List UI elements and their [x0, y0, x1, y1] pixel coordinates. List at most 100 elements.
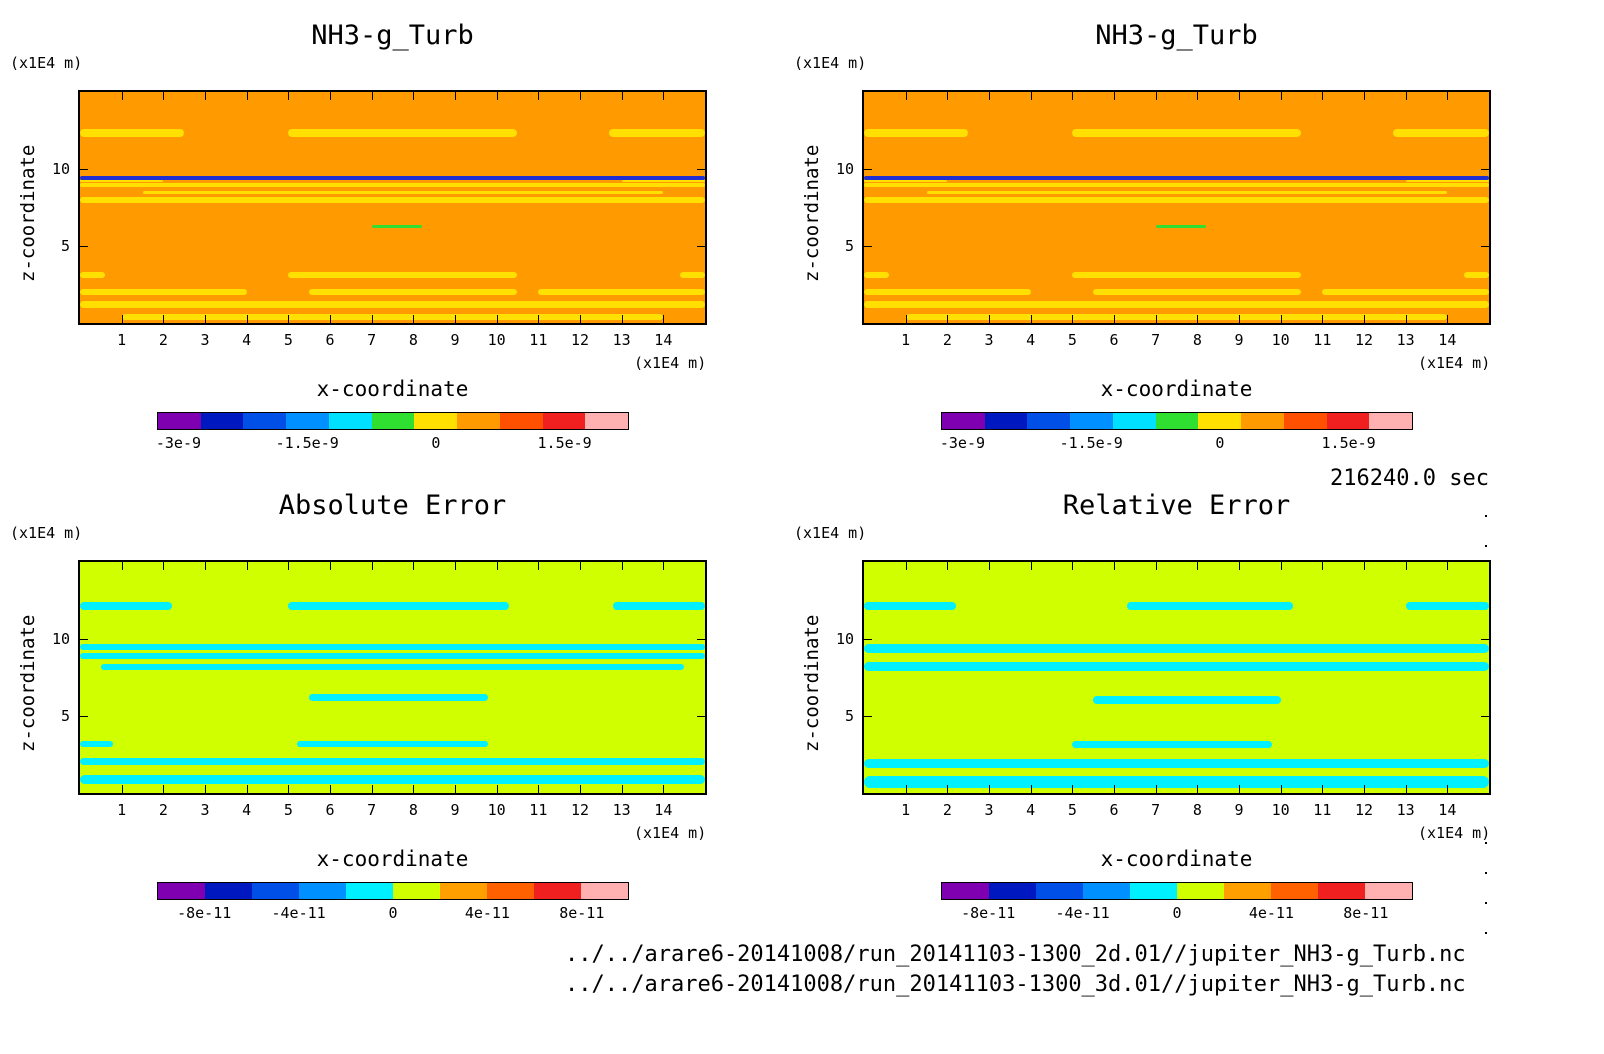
x-tick-mark: [1322, 92, 1324, 100]
x-tick-label: 8: [408, 331, 418, 349]
y-axis-label: z-coordinate: [801, 614, 823, 752]
colorbar-segment: [499, 413, 543, 429]
x-tick-mark: [1197, 315, 1199, 323]
colorbar-segment: [1027, 413, 1071, 429]
colorbar-segment: [1036, 883, 1083, 899]
x-tick-mark: [1364, 315, 1365, 323]
x-tick-label: 1: [901, 331, 911, 349]
x-tick-label: 8: [1192, 801, 1202, 819]
y-tick-mark: [1481, 169, 1489, 170]
y-axis-label: z-coordinate: [801, 144, 823, 282]
x-tick-mark: [905, 785, 907, 793]
x-tick-mark: [663, 315, 665, 323]
x-tick-label: 4: [242, 331, 252, 349]
x-tick-label: 13: [1396, 331, 1415, 349]
x-tick-mark: [205, 92, 206, 100]
x-tick-mark: [580, 562, 581, 570]
x-tick-mark: [288, 92, 290, 100]
y-tick-label: 5: [60, 707, 70, 725]
x-tick-label: 2: [158, 331, 168, 349]
x-tick-mark: [371, 562, 373, 570]
x-unit-label: (x1E4 m): [634, 354, 707, 372]
y-tick-mark: [1481, 716, 1489, 717]
colorbar-segment: [393, 883, 440, 899]
x-tick-mark: [1239, 562, 1240, 570]
x-tick-mark: [246, 562, 248, 570]
colorbar-label: -4e-11: [1055, 904, 1110, 922]
x-tick-label: 8: [408, 801, 418, 819]
colorbar-label: 0: [1172, 904, 1182, 922]
x-tick-mark: [580, 785, 581, 793]
x-tick-label: 12: [1354, 801, 1374, 819]
contour-region: [80, 643, 705, 650]
marker-dot: [1485, 545, 1487, 547]
x-tick-mark: [205, 562, 206, 570]
x-tick-label: 10: [1271, 801, 1290, 819]
contour-region: [80, 301, 705, 308]
x-tick-label: 5: [1067, 801, 1077, 819]
x-tick-mark: [1280, 92, 1282, 100]
y-tick-label: 10: [51, 630, 70, 648]
colorbar-label: 4e-11: [1248, 904, 1294, 922]
x-tick-mark: [538, 315, 540, 323]
colorbar-segment: [457, 413, 500, 429]
x-tick-mark: [621, 785, 623, 793]
x-tick-mark: [621, 315, 623, 323]
x-tick-mark: [371, 92, 373, 100]
x-tick-mark: [121, 562, 123, 570]
x-tick-label: 5: [283, 801, 293, 819]
colorbar-segment: [205, 883, 252, 899]
x-tick-mark: [1072, 315, 1074, 323]
x-tick-label: 1: [901, 801, 911, 819]
colorbar-segment: [487, 883, 534, 899]
contour-region: [1464, 272, 1489, 279]
x-tick-label: 1: [117, 801, 127, 819]
x-tick-mark: [538, 92, 540, 100]
x-tick-mark: [621, 92, 623, 100]
colorbar: [157, 412, 629, 430]
x-tick-mark: [205, 315, 206, 323]
contour-region: [905, 313, 1448, 320]
x-tick-mark: [496, 785, 498, 793]
y-axis-label: z-coordinate: [17, 144, 39, 282]
x-tick-label: 5: [283, 331, 293, 349]
contour-region: [100, 663, 685, 670]
x-tick-mark: [1322, 315, 1324, 323]
x-tick-mark: [1030, 92, 1032, 100]
contour-region: [613, 602, 705, 610]
x-tick-mark: [246, 785, 248, 793]
contour-region: [80, 774, 705, 784]
x-tick-label: 11: [1313, 801, 1332, 819]
x-tick-mark: [1364, 92, 1365, 100]
x-tick-label: 12: [570, 331, 590, 349]
x-tick-label: 12: [1354, 331, 1374, 349]
y-tick-label: 5: [844, 707, 854, 725]
y-tick-label: 5: [60, 237, 70, 255]
colorbar-segment: [440, 883, 487, 899]
contour-region: [309, 694, 489, 701]
x-tick-mark: [496, 315, 498, 323]
contour-region: [80, 289, 247, 296]
y-unit-label: (x1E4 m): [794, 54, 867, 72]
x-tick-mark: [538, 785, 540, 793]
contour-region: [1093, 289, 1302, 296]
x-tick-mark: [1322, 562, 1324, 570]
contour-region: [1126, 602, 1294, 610]
x-tick-mark: [205, 785, 206, 793]
x-tick-mark: [413, 785, 415, 793]
x-tick-label: 6: [1109, 331, 1119, 349]
y-tick-mark: [80, 639, 88, 640]
colorbar-segment: [1224, 883, 1271, 899]
x-tick-mark: [1155, 92, 1157, 100]
contour-region: [864, 602, 956, 610]
colorbar-label: -1.5e-9: [1059, 434, 1123, 452]
x-tick-mark: [163, 785, 165, 793]
x-tick-label: 7: [1151, 331, 1161, 349]
colorbar-segment: [1241, 413, 1284, 429]
x-tick-mark: [330, 92, 331, 100]
x-tick-mark: [1030, 562, 1032, 570]
x-tick-mark: [989, 562, 990, 570]
x-tick-mark: [288, 315, 290, 323]
marker-dot: [1485, 515, 1487, 517]
colorbar-label: -1.5e-9: [275, 434, 339, 452]
